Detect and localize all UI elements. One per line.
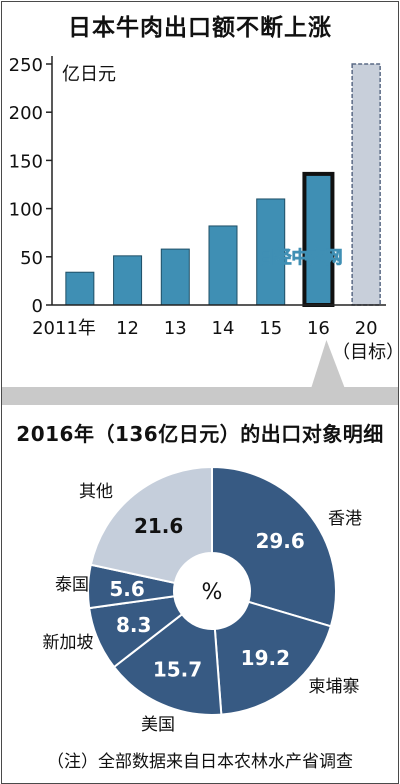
pie-value-label: 15.7 xyxy=(153,658,202,682)
x-tick-label: 14 xyxy=(212,318,235,339)
pie-slice xyxy=(89,465,213,585)
y-tick-label: 150 xyxy=(9,151,43,172)
pie-chart-title: 2016年（136亿日元）的出口对象明细 xyxy=(16,422,384,446)
pie-value-label: 8.3 xyxy=(116,613,151,637)
pie-slice xyxy=(112,612,223,716)
footer-note: （注）全部数据来自日本农林水产省调查 xyxy=(47,752,353,772)
pie-value-label: 19.2 xyxy=(241,646,290,670)
bar-chart-title: 日本牛肉出口额不断上涨 xyxy=(68,15,332,41)
y-tick-label: 50 xyxy=(20,248,43,269)
y-tick-label: 250 xyxy=(9,55,43,76)
x-tick-label: 15 xyxy=(259,318,282,339)
x-tick-label: 20 xyxy=(355,318,378,339)
pie-value-label: 29.6 xyxy=(255,529,304,553)
bar xyxy=(208,225,238,306)
pie-category-label: 美国 xyxy=(141,715,175,735)
x-tick-label: 16 xyxy=(307,318,330,339)
pie-center-hole xyxy=(175,554,249,628)
pie-category-label: 其他 xyxy=(79,482,113,502)
y-tick-label: 200 xyxy=(9,103,43,124)
y-axis-unit: 亿日元 xyxy=(62,64,116,85)
bar xyxy=(113,255,143,306)
pie-slice xyxy=(211,465,337,628)
y-tick-label: 100 xyxy=(9,200,43,221)
bar xyxy=(160,248,190,306)
x-tick-label: 12 xyxy=(116,318,139,339)
bar xyxy=(351,63,381,306)
x-tick-sublabel: （目标） xyxy=(332,342,400,363)
x-tick-label: 13 xyxy=(164,318,187,339)
x-tick-label: 2011年 xyxy=(32,318,96,339)
callout-pointer xyxy=(306,340,351,403)
watermark-text: 日经中文网 xyxy=(258,247,343,268)
pie-category-label: 香港 xyxy=(328,509,362,529)
bar xyxy=(65,271,95,306)
y-tick-label: 0 xyxy=(32,296,43,317)
bar xyxy=(302,171,335,307)
pie-center-unit: % xyxy=(202,580,223,605)
pie-category-label: 泰国 xyxy=(55,575,89,595)
panel-divider xyxy=(2,387,398,405)
pie-category-label: 新加坡 xyxy=(43,633,94,653)
pie-slice xyxy=(213,600,333,716)
pie-value-label: 5.6 xyxy=(109,577,144,601)
pie-category-label: 柬埔寨 xyxy=(309,677,360,697)
pie-value-label: 21.6 xyxy=(134,514,183,538)
